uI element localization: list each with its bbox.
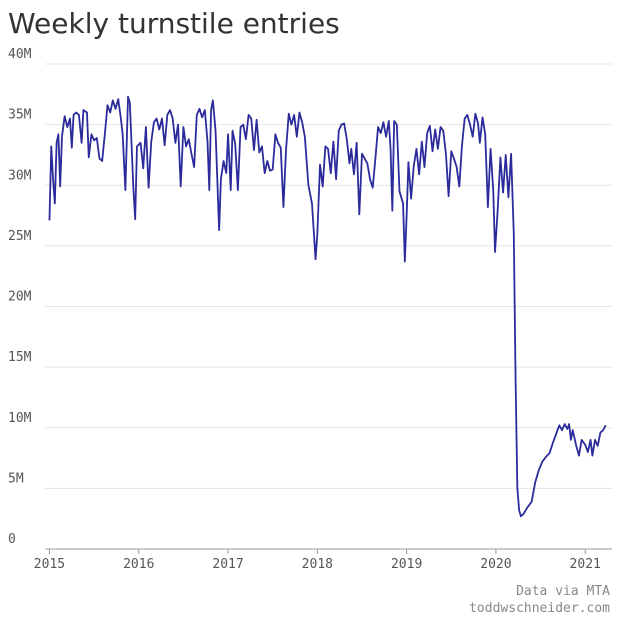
chart-title: Weekly turnstile entries bbox=[8, 7, 340, 40]
x-tick-label: 2018 bbox=[302, 557, 333, 572]
grid bbox=[45, 63, 612, 550]
y-tick-label: 25M bbox=[8, 229, 32, 244]
y-tick-label: 10M bbox=[8, 411, 32, 426]
y-tick-label: 20M bbox=[8, 290, 32, 305]
x-tick-label: 2015 bbox=[34, 557, 65, 572]
source-note: Data via MTA bbox=[516, 584, 610, 599]
x-tick-label: 2017 bbox=[212, 557, 243, 572]
y-tick-label: 0 bbox=[8, 532, 16, 547]
x-tick-label: 2021 bbox=[570, 557, 601, 572]
credit-note: toddwschneider.com bbox=[469, 601, 610, 616]
series-line bbox=[48, 95, 607, 518]
y-tick-label: 15M bbox=[8, 350, 32, 365]
x-tick-label: 2020 bbox=[480, 557, 511, 572]
marks bbox=[48, 95, 607, 518]
y-tick-label: 35M bbox=[8, 108, 32, 123]
y-tick-label: 5M bbox=[8, 471, 24, 486]
axes: 0 5M 10M 15M 20M 25M 30M 35M 40M 2015 2016 2017 2018… bbox=[8, 47, 612, 572]
y-tick-label: 30M bbox=[8, 168, 32, 183]
x-tick-label: 2016 bbox=[123, 557, 154, 572]
x-tick-label: 2019 bbox=[391, 557, 422, 572]
y-tick-label: 40M bbox=[8, 47, 32, 62]
